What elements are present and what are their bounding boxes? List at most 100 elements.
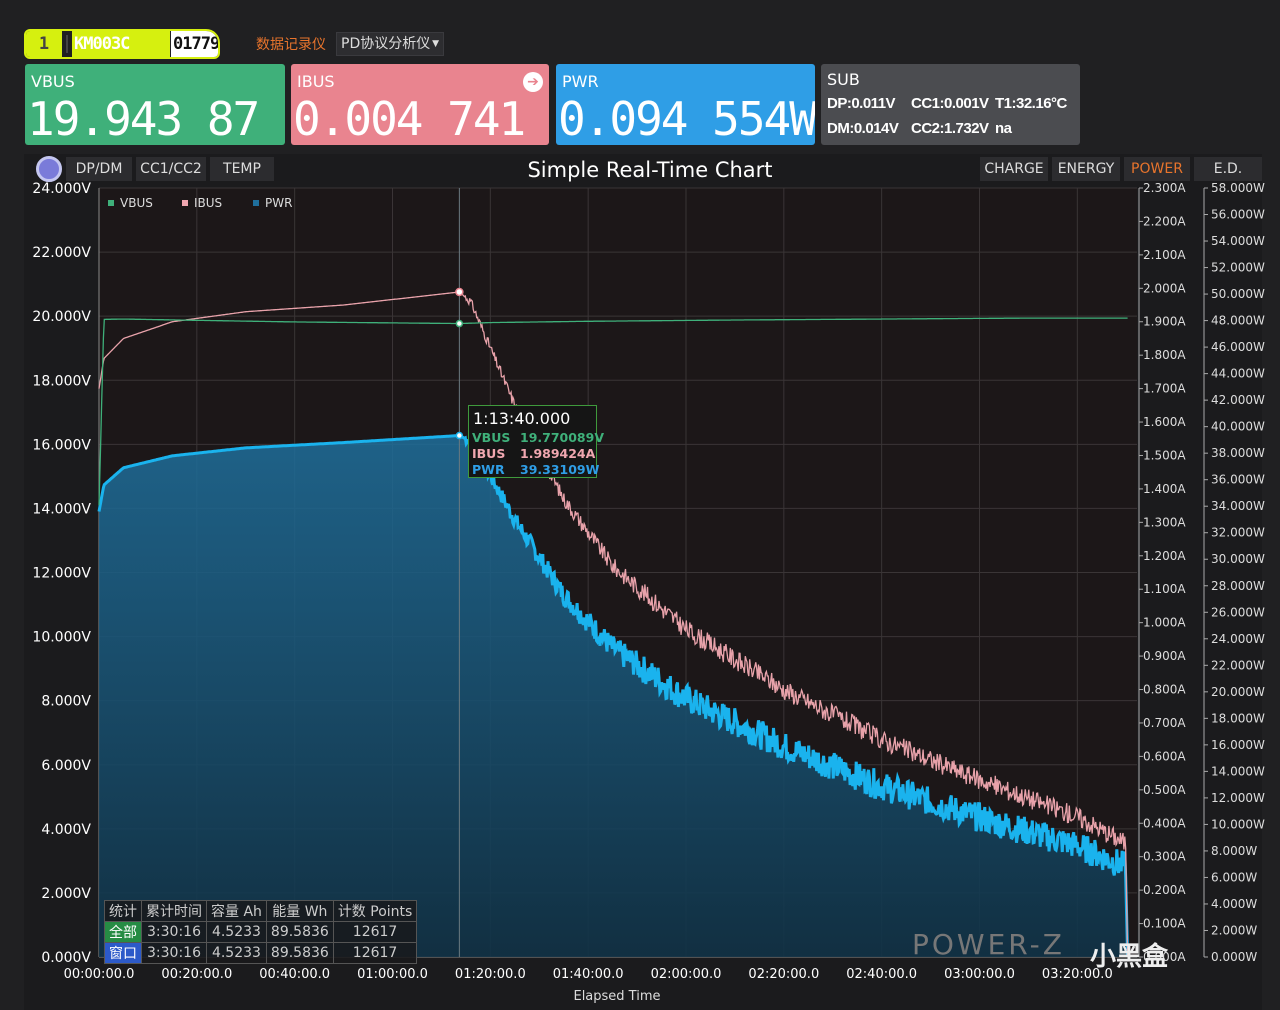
stats-row-window: 窗口 3:30:16 4.5233 89.5836 12617 (104, 942, 418, 964)
y-current-tick-label: 0.100A (1143, 917, 1186, 931)
tooltip-row-vbus: VBUS 19.770089V (472, 430, 604, 445)
y-left-tick-label: 22.000V (32, 245, 91, 261)
stats-cell: 窗口 (104, 942, 142, 964)
y-current-tick-label: 0.500A (1143, 783, 1186, 797)
y-current-tick-label: 1.700A (1143, 382, 1186, 396)
tooltip-time: 1:13:40.000 (473, 409, 571, 428)
device-number: 1 (26, 31, 62, 57)
y-current-tick-label: 1.400A (1143, 482, 1186, 496)
stats-cell: 3:30:16 (141, 942, 207, 964)
y-current-tick-label: 0.800A (1143, 683, 1186, 697)
x-axis-title: Elapsed Time (573, 989, 660, 1004)
pwr-card: PWR 0.094 554W (556, 64, 815, 145)
pd-analyzer-dropdown[interactable]: PD协议分析仪 ▼ (336, 32, 444, 56)
y-power-tick-label: 6.000W (1211, 870, 1257, 884)
ibus-cursor-point (455, 287, 464, 297)
stats-header: 能量 Wh (265, 900, 334, 922)
chart-mode-icon[interactable] (36, 156, 62, 182)
y-current-tick-label: 1.500A (1143, 448, 1186, 462)
y-power-tick-label: 36.000W (1211, 473, 1265, 487)
y-power-tick-label: 4.000W (1211, 897, 1257, 911)
stats-cell: 89.5836 (265, 942, 334, 964)
y-power-tick-label: 18.000W (1211, 711, 1265, 725)
na-value: na (995, 120, 1012, 137)
y-power-tick-label: 10.000W (1211, 817, 1265, 831)
stats-header: 统计 (104, 900, 142, 922)
x-tick-label: 02:40:00.0 (846, 967, 917, 982)
tab-power[interactable]: POWER (1124, 157, 1190, 181)
y-current-tick-label: 0.300A (1143, 850, 1186, 864)
y-current-tick-label: 0.000A (1143, 950, 1186, 964)
stats-cell: 全部 (104, 921, 142, 943)
dm-value: DM:0.014V (827, 120, 899, 137)
tooltip-key: VBUS (472, 430, 511, 445)
pwr-area-fill (99, 435, 1128, 958)
pwr-series-line (97, 434, 1130, 956)
tab-cc1-cc2[interactable]: CC1/CC2 (136, 157, 206, 181)
y-left-tick-label: 4.000V (41, 822, 91, 838)
tooltip-value: 19.770089V (520, 430, 605, 445)
y-power-tick-label: 46.000W (1211, 340, 1265, 354)
y-left-tick-label: 24.000V (32, 181, 91, 197)
pwr-cursor-point (455, 431, 464, 440)
stats-cell: 4.5233 (206, 942, 267, 964)
y-power-tick-label: 2.000W (1211, 923, 1257, 937)
x-tick-label: 01:40:00.0 (553, 967, 624, 982)
stats-table: 统计 累计时间 容量 Ah 能量 Wh 计数 Points 全部 3:30:16… (104, 900, 418, 964)
data-logger-tab[interactable]: 数据记录仪 (256, 37, 326, 53)
y-power-tick-label: 20.000W (1211, 685, 1265, 699)
y-power-tick-label: 28.000W (1211, 579, 1265, 593)
xiaoheihe-watermark: 小黑盒 (1090, 942, 1169, 972)
pwr-value: 0.094 554W (558, 92, 815, 145)
x-tick-label: 01:20:00.0 (455, 967, 526, 982)
device-badge[interactable]: 1 KM003C 017790 (24, 29, 220, 59)
y-power-tick-label: 12.000W (1211, 791, 1265, 805)
y-left-tick-label: 16.000V (32, 437, 91, 453)
tooltip-value: 39.33109W (520, 462, 600, 477)
y-left-tick-label: 6.000V (41, 758, 91, 774)
y-left-tick-label: 0.000V (41, 950, 91, 966)
y-power-tick-label: 22.000W (1211, 658, 1265, 672)
x-tick-label: 03:00:00.0 (944, 967, 1015, 982)
y-current-tick-label: 1.800A (1143, 348, 1186, 362)
y-current-tick-label: 1.100A (1143, 582, 1186, 596)
stats-header: 累计时间 (141, 900, 207, 922)
tab-energy[interactable]: ENERGY (1052, 157, 1120, 181)
y-left-tick-label: 14.000V (32, 501, 91, 517)
y-power-tick-label: 32.000W (1211, 526, 1265, 540)
x-tick-label: 02:00:00.0 (651, 967, 722, 982)
y-current-tick-label: 1.000A (1143, 616, 1186, 630)
y-power-tick-label: 26.000W (1211, 605, 1265, 619)
ibus-value: 0.004 741 A (293, 92, 549, 145)
cc2-value: CC2:1.732V (911, 120, 989, 137)
y-power-tick-label: 38.000W (1211, 446, 1265, 460)
tab-temp[interactable]: TEMP (210, 157, 274, 181)
y-current-tick-label: 2.300A (1143, 181, 1186, 195)
legend-swatch (182, 200, 188, 206)
y-left-tick-label: 10.000V (32, 630, 91, 646)
chart-title: Simple Real-Time Chart (527, 158, 773, 182)
y-power-tick-label: 8.000W (1211, 844, 1257, 858)
vbus-label: VBUS (31, 72, 75, 91)
y-current-tick-label: 2.200A (1143, 214, 1186, 228)
ibus-series-line (98, 291, 1129, 956)
x-tick-label: 03:20:00.0 (1042, 967, 1113, 982)
tab-charge[interactable]: CHARGE (980, 157, 1048, 181)
legend-label: PWR (265, 196, 292, 210)
tab-dp-dm[interactable]: DP/DM (66, 157, 132, 181)
tab-ed[interactable]: E.D. (1194, 157, 1262, 181)
y-current-tick-label: 0.700A (1143, 716, 1186, 730)
x-tick-label: 01:00:00.0 (357, 967, 428, 982)
tooltip-row-ibus: IBUS 1.989424A (472, 446, 595, 461)
device-serial: 017790 (171, 31, 218, 57)
y-power-tick-label: 30.000W (1211, 552, 1265, 566)
y-power-tick-label: 16.000W (1211, 738, 1265, 752)
refresh-arrow-icon[interactable]: ➔ (523, 72, 543, 92)
cc1-value: CC1:0.001V (911, 95, 989, 112)
sub-row-2: DM:0.014V CC2:1.732V na (827, 120, 1012, 137)
x-tick-label: 00:20:00.0 (161, 967, 232, 982)
stats-cell: 12617 (332, 942, 418, 964)
y-power-tick-label: 50.000W (1211, 287, 1265, 301)
tooltip-row-pwr: PWR 39.33109W (472, 462, 599, 477)
